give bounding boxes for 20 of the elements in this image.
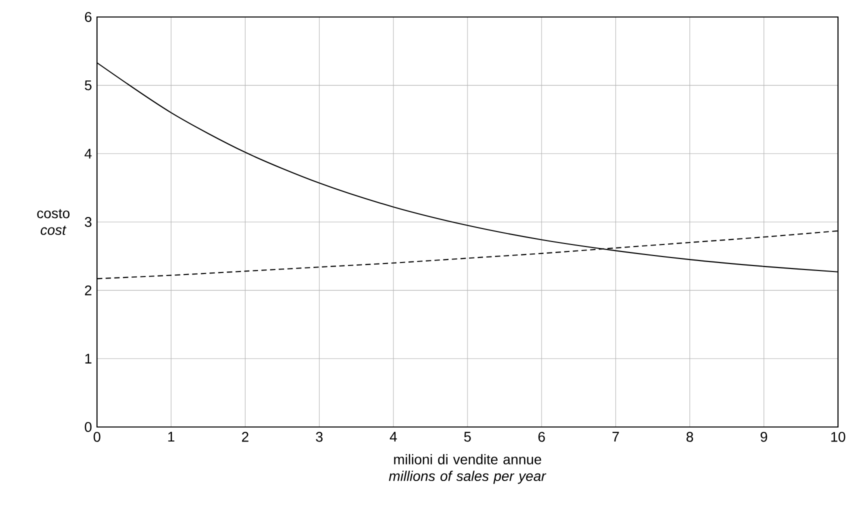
y-tick-label: 2 bbox=[84, 285, 92, 296]
x-tick-label: 10 bbox=[831, 432, 846, 442]
x-tick-label: 7 bbox=[612, 432, 619, 442]
y-tick-label: 3 bbox=[84, 217, 92, 227]
y-axis-title: costo cost bbox=[37, 209, 70, 235]
x-tick-label: 3 bbox=[316, 432, 323, 442]
x-tick-label: 2 bbox=[242, 432, 248, 442]
y-tick-label: 4 bbox=[84, 148, 92, 158]
x-tick-label: 4 bbox=[390, 432, 397, 442]
x-tick-label: 1 bbox=[168, 432, 174, 442]
y-tick-label: 0 bbox=[84, 422, 92, 432]
y-tick-label: 6 bbox=[84, 12, 92, 22]
x-tick-label: 6 bbox=[538, 432, 545, 442]
y-tick-label: 5 bbox=[84, 80, 92, 90]
x-tick-label: 9 bbox=[760, 432, 768, 442]
x-tick-label: 0 bbox=[94, 432, 100, 442]
x-axis-title: milioni di vendite annue millions of sales per year bbox=[388, 454, 546, 484]
y-tick-label: 1 bbox=[85, 354, 92, 364]
x-tick-label: 8 bbox=[686, 432, 694, 442]
x-tick-label: 5 bbox=[464, 432, 471, 442]
